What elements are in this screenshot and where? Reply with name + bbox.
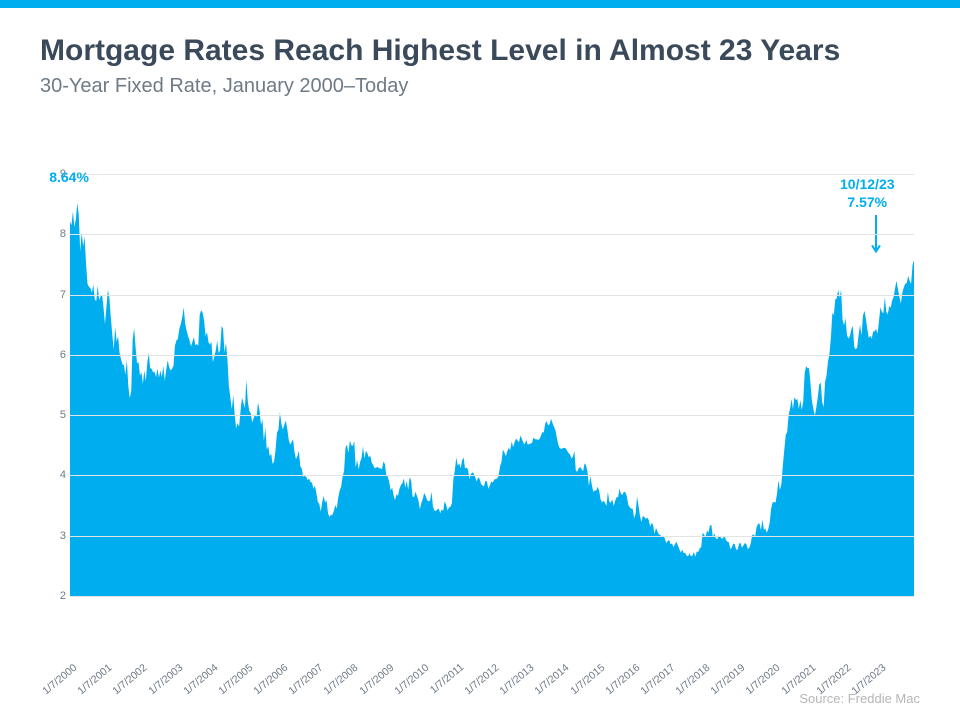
chart-page: { "layout": { "accent_bar_color": "#00ae… [0,0,960,720]
x-tick-label: 1/7/2000 [40,662,79,697]
chart-subtitle: 30-Year Fixed Rate, January 2000–Today [40,75,920,98]
x-tick-label: 1/7/2007 [287,662,326,697]
x-tick-label: 1/7/2010 [392,662,431,697]
x-tick-label: 1/7/2016 [603,662,642,697]
chart-annotation: 8.64% [49,169,89,187]
chart-container: 234567898.64%10/12/237.57% 1/7/20001/7/2… [40,174,920,660]
x-tick-label: 1/7/2012 [462,662,501,697]
x-tick-label: 1/7/2005 [216,662,255,697]
gridline [70,234,914,235]
y-tick-label: 5 [48,409,66,421]
x-tick-label: 1/7/2011 [428,661,466,696]
x-tick-label: 1/7/2019 [709,662,748,697]
x-tick-label: 1/7/2014 [533,662,572,697]
x-tick-label: 1/7/2002 [111,662,150,697]
gridline [70,295,914,296]
area-chart-svg [70,174,914,596]
x-tick-label: 1/7/2013 [498,662,537,697]
x-tick-label: 1/7/2017 [638,662,677,697]
y-tick-label: 4 [48,469,66,481]
chart-annotation: 10/12/237.57% [840,176,895,211]
x-axis-labels: 1/7/20001/7/20011/7/20021/7/20031/7/2004… [70,596,914,660]
y-tick-label: 3 [48,530,66,542]
gridline [70,475,914,476]
x-tick-label: 1/7/2004 [181,662,220,697]
chart-title: Mortgage Rates Reach Highest Level in Al… [40,34,920,69]
gridline [70,355,914,356]
annotation-arrow [872,215,880,251]
y-tick-label: 2 [48,590,66,602]
x-tick-label: 1/7/2015 [568,662,607,697]
y-tick-label: 8 [48,228,66,240]
x-tick-label: 1/7/2009 [357,662,396,697]
gridline [70,174,914,175]
plot-area: 234567898.64%10/12/237.57% [70,174,914,596]
gridline [70,536,914,537]
y-tick-label: 7 [48,289,66,301]
accent-bar [0,0,960,8]
area-fill [70,203,914,596]
x-tick-label: 1/7/2006 [251,662,290,697]
x-tick-label: 1/7/2001 [76,662,115,697]
x-tick-label: 1/7/2003 [146,662,185,697]
y-tick-label: 6 [48,349,66,361]
x-tick-label: 1/7/2018 [673,662,712,697]
x-tick-label: 1/7/2008 [322,662,361,697]
gridline [70,415,914,416]
source-attribution: Source: Freddie Mac [799,691,920,706]
content-area: Mortgage Rates Reach Highest Level in Al… [0,8,960,720]
x-tick-label: 1/7/2020 [744,662,783,697]
